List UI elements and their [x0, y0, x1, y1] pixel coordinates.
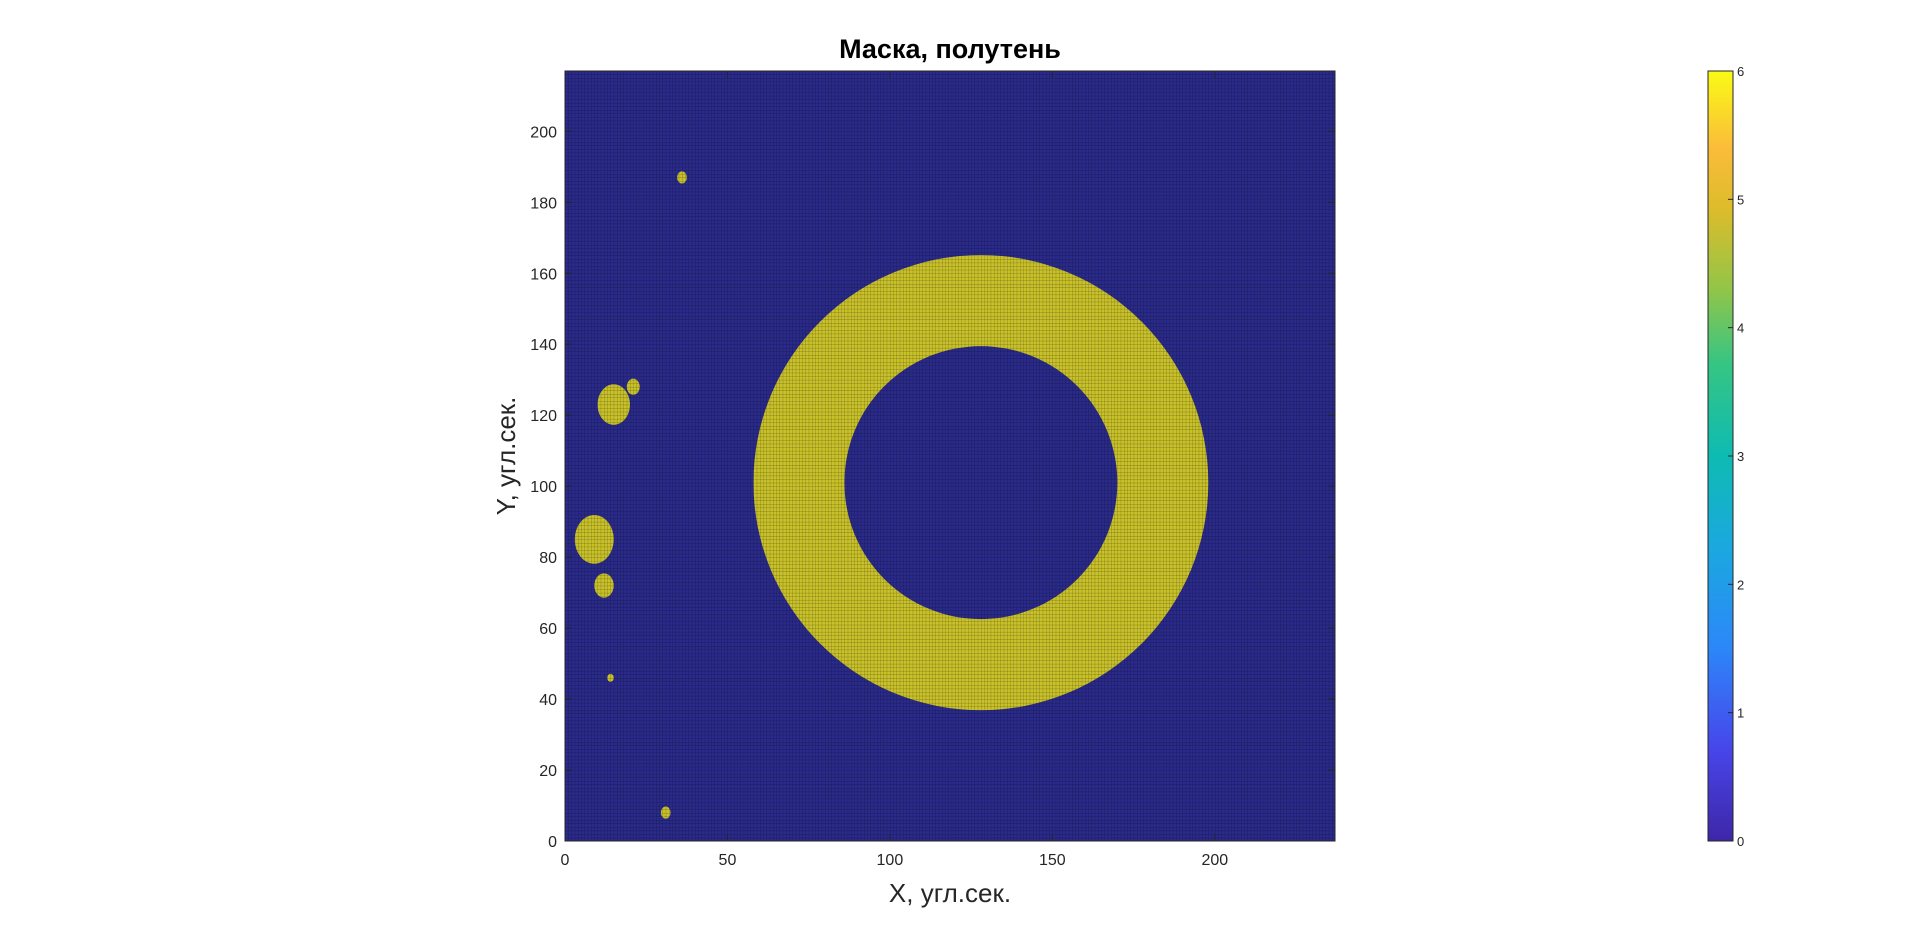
- x-tick-label: 50: [719, 852, 737, 869]
- x-axis: 0 50 100 150 200: [561, 71, 1228, 869]
- y-tick-label: 140: [530, 337, 557, 354]
- colorbar-tick-label: 6: [1737, 64, 1744, 79]
- colorbar-tick-label: 4: [1737, 321, 1744, 336]
- y-tick-label: 200: [530, 124, 557, 141]
- x-tick-label: 100: [877, 852, 904, 869]
- y-tick-label: 160: [530, 266, 557, 283]
- y-tick-label: 80: [539, 550, 557, 567]
- y-axis: 0 20 40 60 80 100 120 140 160 180 200: [530, 124, 1335, 851]
- colorbar-tick-label: 5: [1737, 192, 1744, 207]
- colorbar[interactable]: 0 1 2 3 4 5 6: [1707, 64, 1744, 849]
- colorbar-tick-label: 2: [1737, 577, 1744, 592]
- cell-grid: [565, 71, 1335, 841]
- y-tick-label: 40: [539, 692, 557, 709]
- colorbar-tick-label: 0: [1737, 834, 1744, 849]
- y-tick-label: 20: [539, 763, 557, 780]
- x-axis-label: X, угл.сек.: [889, 878, 1011, 908]
- plot-area[interactable]: [564, 70, 1336, 842]
- y-tick-label: 0: [548, 834, 557, 851]
- y-tick-label: 120: [530, 408, 557, 425]
- colorbar-ticks: 0 1 2 3 4 5 6: [1728, 64, 1744, 849]
- y-tick-label: 60: [539, 621, 557, 638]
- colorbar-tick-label: 3: [1737, 449, 1744, 464]
- axes-box: [564, 70, 1336, 842]
- y-tick-label: 180: [530, 195, 557, 212]
- x-tick-label: 200: [1201, 852, 1228, 869]
- colorbar-tick-label: 1: [1737, 706, 1744, 721]
- chart-title: Маска, полутень: [839, 34, 1061, 64]
- x-tick-label: 0: [561, 852, 570, 869]
- x-tick-label: 150: [1039, 852, 1066, 869]
- y-axis-label: Y, угл.сек.: [491, 397, 521, 516]
- y-tick-label: 100: [530, 479, 557, 496]
